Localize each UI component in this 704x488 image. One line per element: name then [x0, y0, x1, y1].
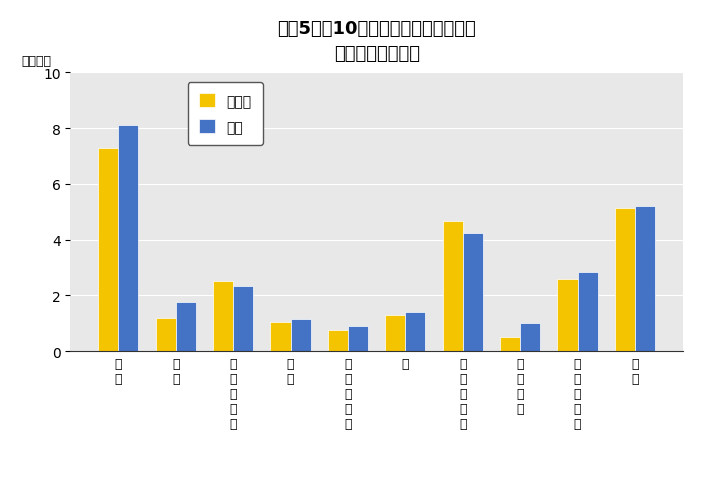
Bar: [577, 272, 598, 351]
Title: 令和5年の10大費目別家計消費支出額
（鳥取市・全国）: 令和5年の10大費目別家計消費支出額 （鳥取市・全国）: [277, 20, 476, 63]
Bar: [463, 233, 483, 351]
Bar: [99, 148, 118, 351]
Bar: [348, 326, 368, 351]
Bar: [406, 312, 425, 351]
Bar: [443, 222, 463, 351]
Bar: [118, 126, 139, 351]
Legend: 鳥取市, 全国: 鳥取市, 全国: [187, 83, 263, 146]
Bar: [558, 279, 577, 351]
Text: （万円）: （万円）: [21, 55, 51, 68]
Bar: [156, 318, 176, 351]
Bar: [176, 303, 196, 351]
Bar: [233, 286, 253, 351]
Bar: [385, 315, 406, 351]
Bar: [615, 208, 635, 351]
Bar: [213, 282, 233, 351]
Bar: [635, 207, 655, 351]
Bar: [291, 319, 310, 351]
Bar: [270, 322, 291, 351]
Bar: [520, 324, 540, 351]
Bar: [328, 330, 348, 351]
Bar: [500, 338, 520, 351]
